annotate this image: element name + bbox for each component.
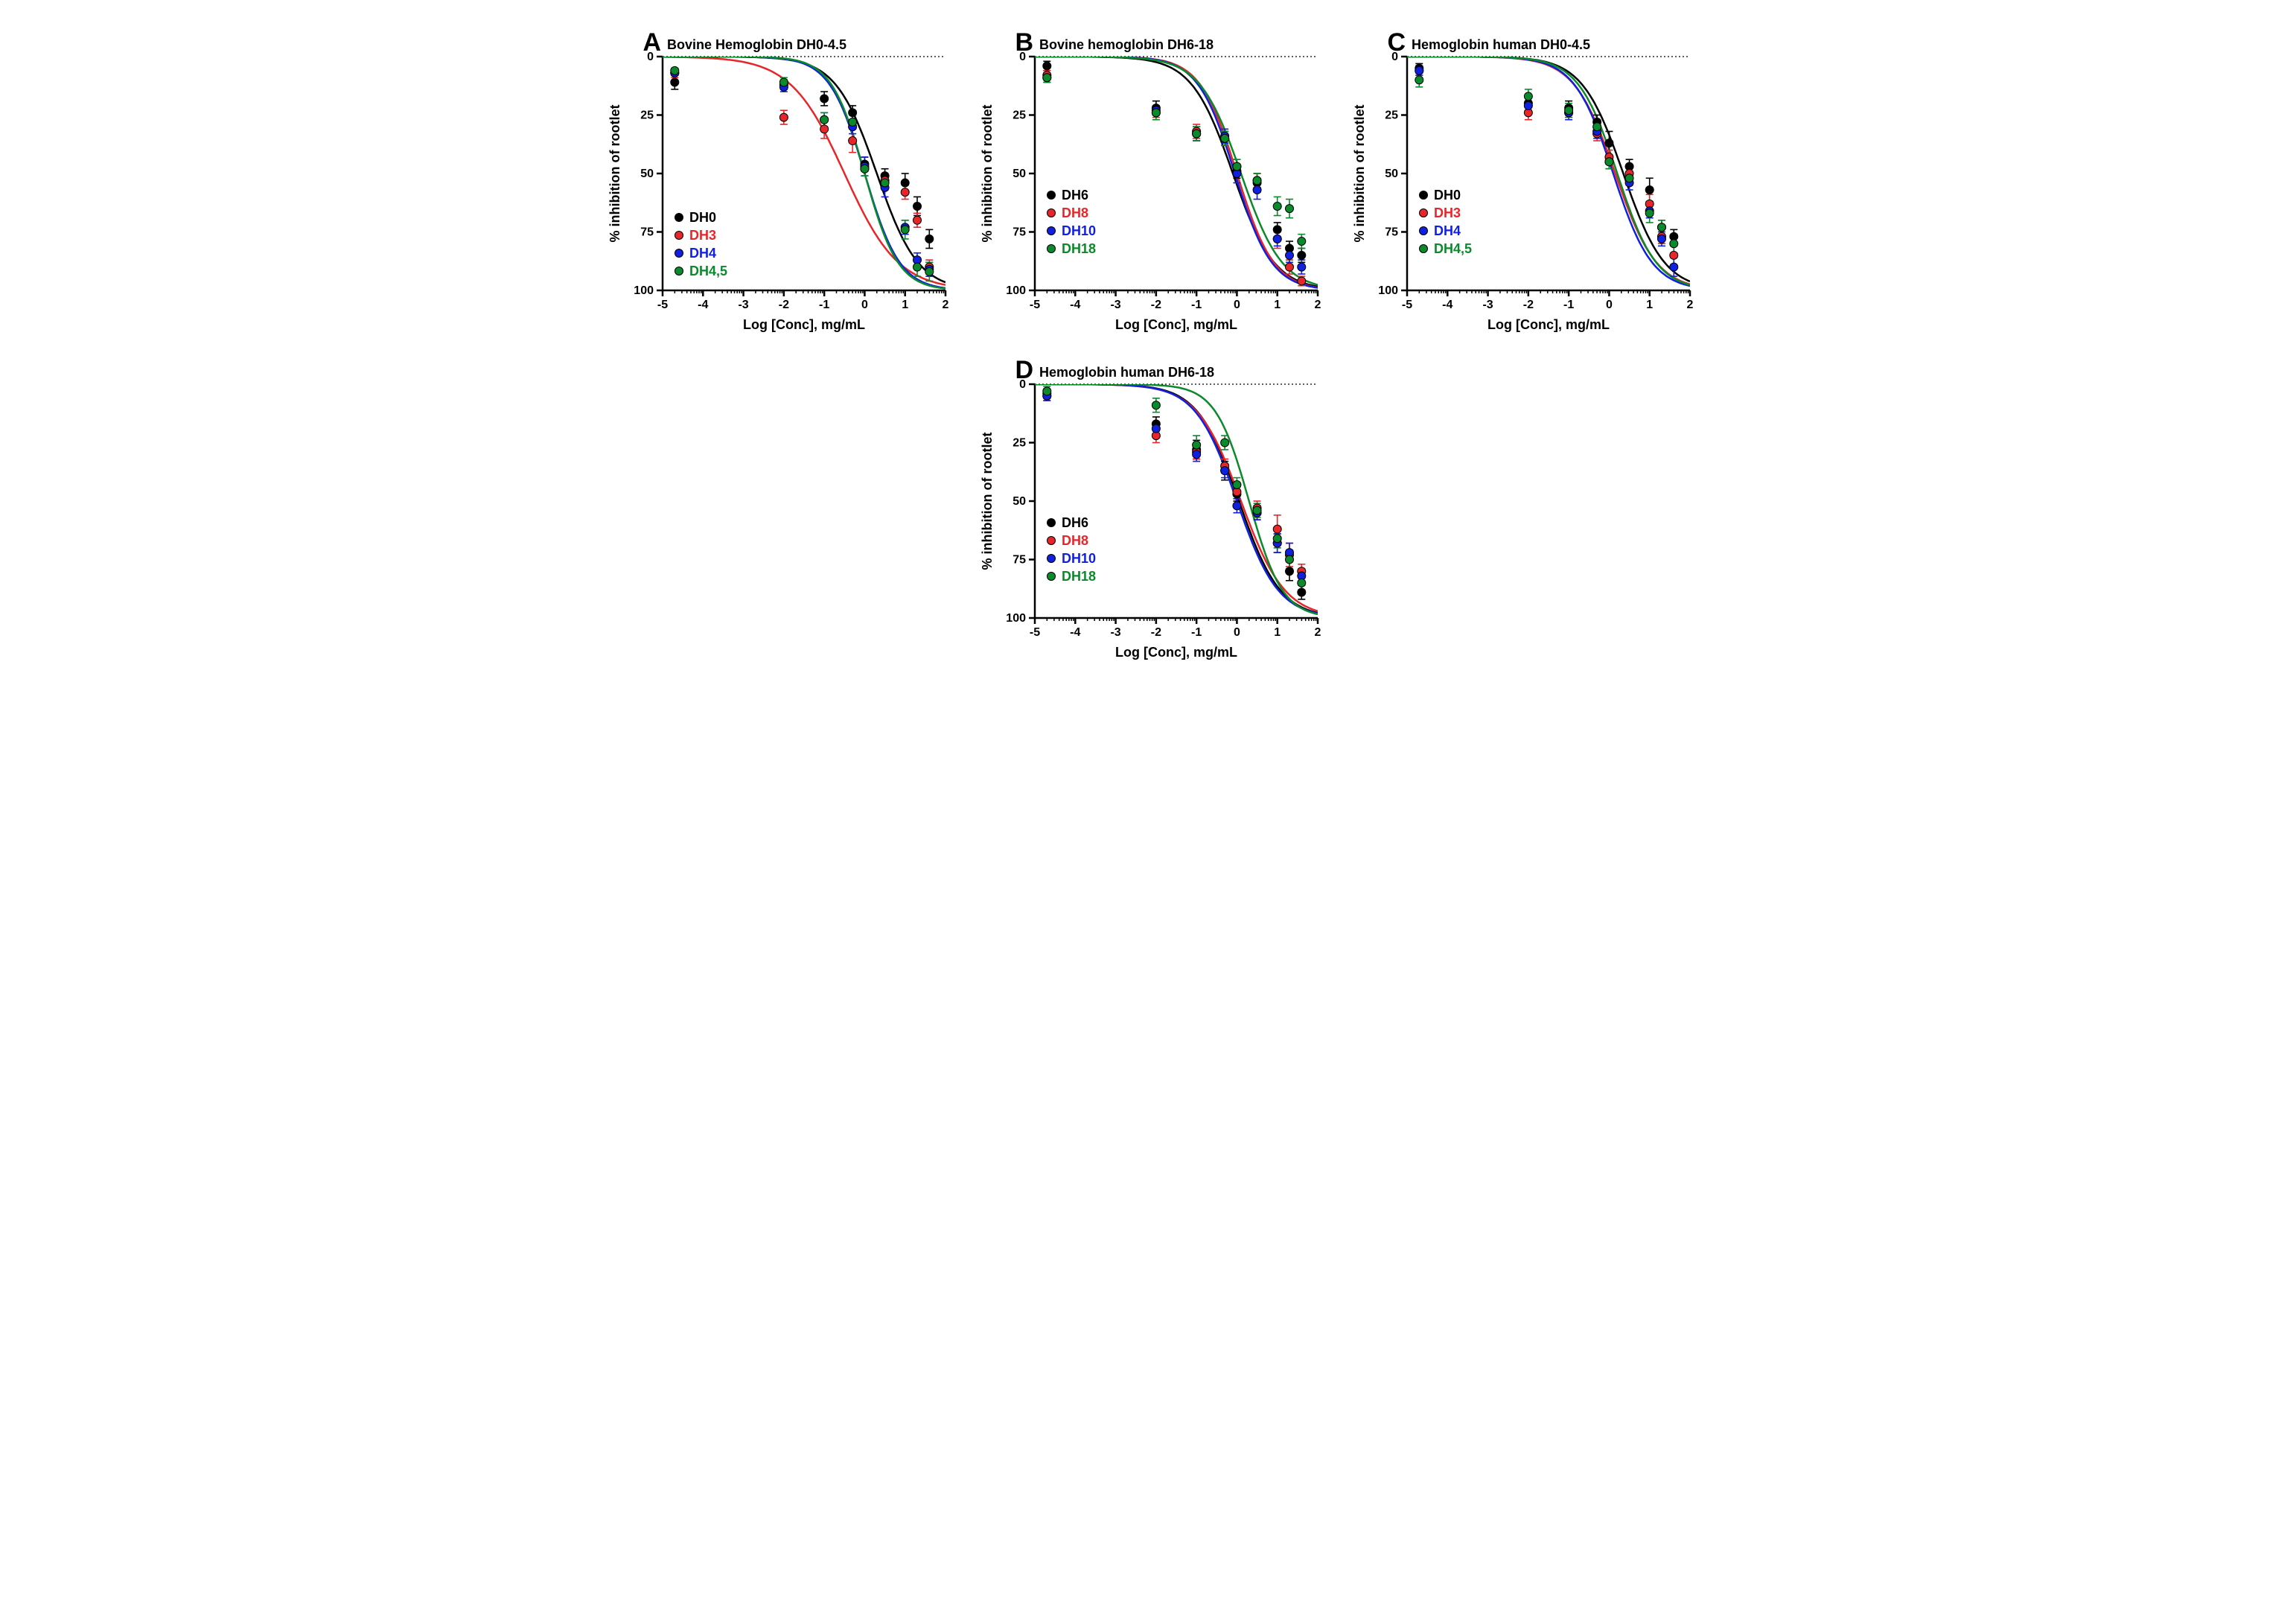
svg-text:Bovine Hemoglobin DH0-4.5: Bovine Hemoglobin DH0-4.5 (667, 37, 846, 52)
svg-text:DH8: DH8 (1062, 533, 1088, 548)
svg-text:50: 50 (1013, 495, 1026, 508)
svg-text:2: 2 (1315, 626, 1321, 639)
svg-text:C: C (1387, 30, 1406, 57)
svg-text:-3: -3 (738, 299, 748, 311)
svg-text:-2: -2 (1151, 299, 1161, 311)
svg-text:DH10: DH10 (1062, 551, 1096, 566)
svg-text:-3: -3 (1482, 299, 1493, 311)
svg-text:-4: -4 (1070, 299, 1080, 311)
svg-text:75: 75 (1013, 226, 1026, 239)
svg-text:A: A (642, 30, 661, 57)
svg-text:DH18: DH18 (1062, 241, 1096, 256)
svg-text:-2: -2 (779, 299, 789, 311)
svg-text:% inhibition of rootlet: % inhibition of rootlet (608, 105, 622, 243)
svg-text:0: 0 (1606, 299, 1613, 311)
svg-text:-5: -5 (1030, 626, 1040, 639)
panel-d: -5-4-3-2-10120255075100Log [Conc], mg/mL… (977, 357, 1327, 670)
svg-text:Hemoglobin human DH0-4.5: Hemoglobin human DH0-4.5 (1412, 37, 1590, 52)
svg-text:75: 75 (1385, 226, 1398, 239)
svg-text:-5: -5 (657, 299, 668, 311)
svg-text:DH6: DH6 (1062, 515, 1088, 530)
panel-a: -5-4-3-2-10120255075100Log [Conc], mg/mL… (605, 30, 954, 342)
svg-text:DH0: DH0 (689, 210, 716, 225)
svg-text:% inhibition of rootlet: % inhibition of rootlet (980, 433, 995, 570)
svg-text:DH4: DH4 (689, 246, 716, 261)
svg-text:1: 1 (1274, 299, 1281, 311)
svg-text:DH10: DH10 (1062, 223, 1096, 238)
svg-text:DH4,5: DH4,5 (1434, 241, 1472, 256)
chart-grid: -5-4-3-2-10120255075100Log [Conc], mg/mL… (605, 30, 1691, 670)
svg-text:Log [Conc], mg/mL: Log [Conc], mg/mL (1115, 317, 1237, 332)
svg-text:75: 75 (640, 226, 654, 239)
svg-text:Log [Conc], mg/mL: Log [Conc], mg/mL (1115, 645, 1237, 660)
svg-text:-2: -2 (1523, 299, 1534, 311)
svg-text:D: D (1015, 357, 1033, 384)
panel-b: -5-4-3-2-10120255075100Log [Conc], mg/mL… (977, 30, 1327, 342)
svg-text:-3: -3 (1110, 626, 1120, 639)
svg-text:DH4,5: DH4,5 (689, 264, 727, 278)
svg-text:2: 2 (1315, 299, 1321, 311)
svg-text:75: 75 (1013, 554, 1026, 567)
svg-text:DH4: DH4 (1434, 223, 1461, 238)
svg-text:% inhibition of rootlet: % inhibition of rootlet (1352, 105, 1367, 243)
svg-text:-4: -4 (1070, 626, 1080, 639)
svg-text:0: 0 (1234, 626, 1240, 639)
svg-text:-2: -2 (1151, 626, 1161, 639)
svg-text:Log [Conc], mg/mL: Log [Conc], mg/mL (743, 317, 865, 332)
svg-text:25: 25 (1013, 437, 1026, 450)
svg-text:DH8: DH8 (1062, 205, 1088, 220)
svg-text:% inhibition of rootlet: % inhibition of rootlet (980, 105, 995, 243)
svg-text:1: 1 (1274, 626, 1281, 639)
svg-text:Log [Conc], mg/mL: Log [Conc], mg/mL (1487, 317, 1610, 332)
svg-text:Bovine hemoglobin DH6-18: Bovine hemoglobin DH6-18 (1039, 37, 1214, 52)
svg-text:100: 100 (1006, 284, 1026, 297)
svg-text:2: 2 (943, 299, 949, 311)
svg-text:50: 50 (640, 168, 654, 180)
svg-text:1: 1 (902, 299, 908, 311)
svg-text:-5: -5 (1402, 299, 1412, 311)
svg-text:100: 100 (634, 284, 654, 297)
svg-text:0: 0 (1234, 299, 1240, 311)
svg-text:100: 100 (1378, 284, 1398, 297)
svg-text:0: 0 (861, 299, 868, 311)
svg-text:50: 50 (1385, 168, 1398, 180)
svg-text:DH6: DH6 (1062, 188, 1088, 203)
svg-text:25: 25 (640, 109, 654, 122)
svg-text:DH0: DH0 (1434, 188, 1461, 203)
svg-text:1: 1 (1646, 299, 1653, 311)
svg-text:-4: -4 (1442, 299, 1452, 311)
svg-text:2: 2 (1687, 299, 1694, 311)
svg-text:-1: -1 (1191, 626, 1202, 639)
svg-text:100: 100 (1006, 612, 1026, 625)
svg-text:25: 25 (1385, 109, 1398, 122)
svg-text:B: B (1015, 30, 1033, 57)
svg-text:25: 25 (1013, 109, 1026, 122)
svg-text:Hemoglobin human DH6-18: Hemoglobin human DH6-18 (1039, 365, 1214, 380)
svg-text:DH3: DH3 (1434, 205, 1461, 220)
svg-text:-1: -1 (819, 299, 829, 311)
svg-text:-1: -1 (1191, 299, 1202, 311)
svg-text:50: 50 (1013, 168, 1026, 180)
svg-text:-4: -4 (698, 299, 708, 311)
svg-text:-5: -5 (1030, 299, 1040, 311)
svg-text:DH18: DH18 (1062, 569, 1096, 584)
svg-text:-1: -1 (1563, 299, 1574, 311)
svg-text:DH3: DH3 (689, 228, 716, 243)
panel-c: -5-4-3-2-10120255075100Log [Conc], mg/mL… (1349, 30, 1699, 342)
svg-text:-3: -3 (1110, 299, 1120, 311)
